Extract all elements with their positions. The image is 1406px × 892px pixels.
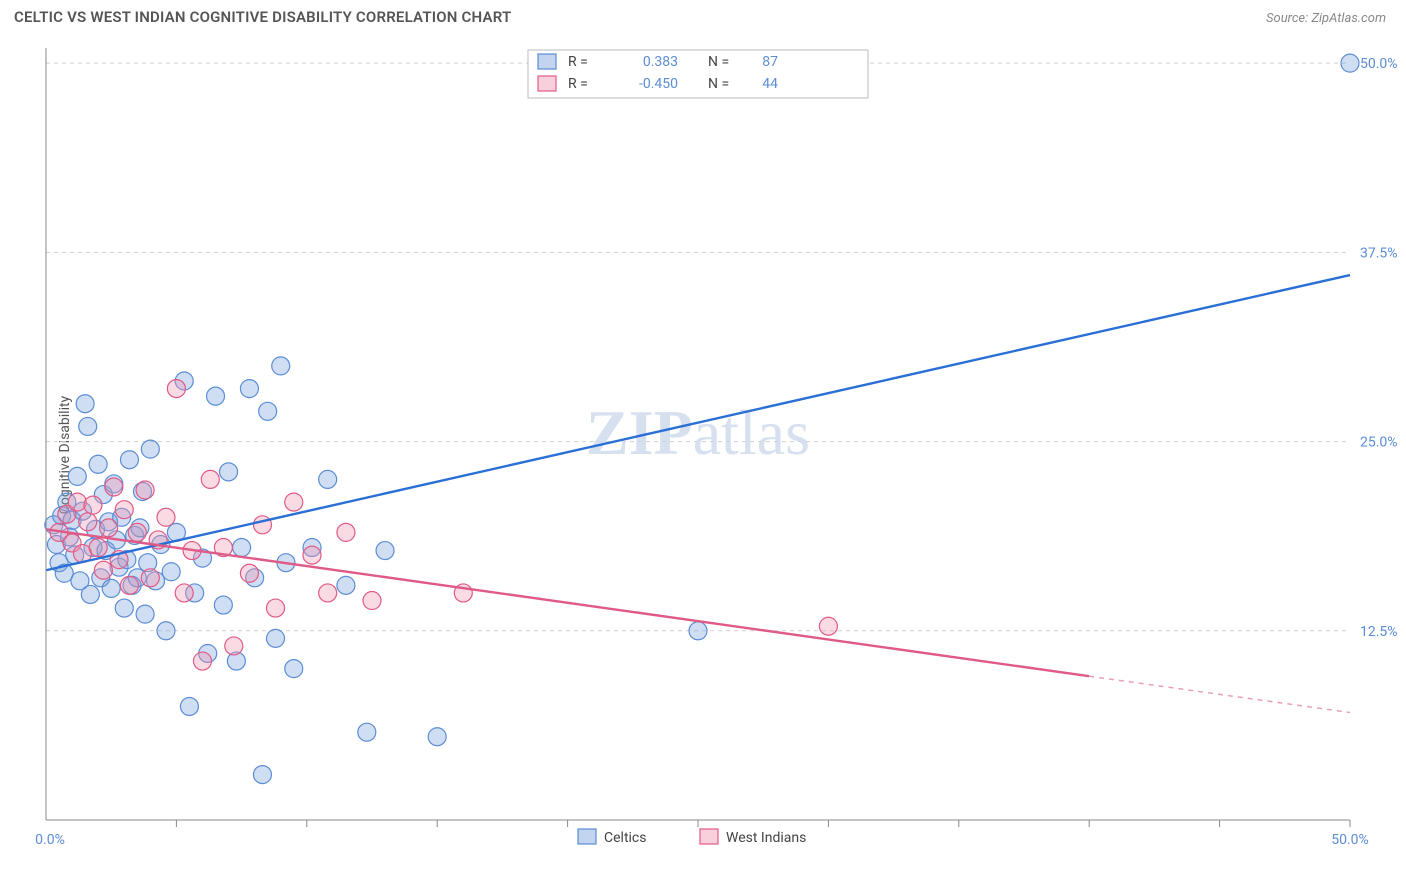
chart-area: Cognitive Disability 12.5%25.0%37.5%50.0… [0,30,1406,880]
chart-header: CELTIC VS WEST INDIAN COGNITIVE DISABILI… [0,0,1406,30]
data-point-celtics [272,357,290,375]
data-point-celtics [120,451,138,469]
source-name: ZipAtlas.com [1311,11,1386,26]
data-point-west-indians [267,599,285,617]
legend-n-label: N = [708,76,729,92]
data-point-west-indians [79,513,97,531]
data-point-celtics [253,766,271,784]
source-prefix: Source: [1266,11,1311,26]
data-point-celtics [162,563,180,581]
data-point-celtics [76,395,94,413]
data-point-west-indians [136,481,154,499]
data-point-west-indians [89,539,107,557]
data-point-celtics [214,596,232,614]
series-label: West Indians [726,830,806,846]
data-point-west-indians [240,564,258,582]
data-point-west-indians [363,592,381,610]
data-point-celtics [428,728,446,746]
data-point-celtics [233,539,251,557]
data-point-celtics [358,723,376,741]
data-point-celtics [220,463,238,481]
data-point-celtics [81,585,99,603]
data-point-celtics [89,455,107,473]
data-point-celtics [267,629,285,647]
data-point-west-indians [68,493,86,511]
y-tick-label: 50.0% [1360,56,1398,72]
legend-r-label: R = [568,54,588,70]
data-point-celtics [141,440,159,458]
x-end-label: 50.0% [1331,832,1369,848]
data-point-west-indians [175,584,193,602]
legend-r-value: -0.450 [639,76,678,92]
correlation-scatter-chart: 12.5% 25.0% 37.5% 50.0% ZIPatlas 0.0% 50.0% R =… [0,30,1406,880]
x-origin-label: 0.0% [35,832,65,848]
series-swatch [700,829,718,844]
data-point-celtics [115,599,133,617]
data-point-celtics [689,622,707,640]
legend-n-value: 87 [762,54,778,70]
watermark: ZIPatlas [586,397,810,468]
y-tick-label: 12.5% [1360,624,1398,640]
data-point-west-indians [94,561,112,579]
data-point-west-indians [115,501,133,519]
data-point-celtics [319,470,337,488]
data-point-west-indians [167,380,185,398]
data-point-celtics [1341,54,1359,72]
data-point-west-indians [105,478,123,496]
data-point-celtics [337,576,355,594]
legend-swatch [538,76,556,91]
data-point-west-indians [100,519,118,537]
data-point-west-indians [337,523,355,541]
data-point-west-indians [303,546,321,564]
chart-title: CELTIC VS WEST INDIAN COGNITIVE DISABILI… [14,8,511,26]
series-swatch [578,829,596,844]
data-point-west-indians [141,569,159,587]
data-point-celtics [102,579,120,597]
data-point-celtics [207,387,225,405]
data-point-west-indians [253,516,271,534]
data-point-west-indians [120,576,138,594]
series-label: Celtics [604,830,646,846]
data-point-celtics [157,622,175,640]
data-point-west-indians [84,496,102,514]
legend-swatch [538,54,556,69]
data-point-celtics [79,417,97,435]
legend-n-label: N = [708,54,729,70]
data-point-celtics [68,467,86,485]
data-point-celtics [136,605,154,623]
data-point-west-indians [157,508,175,526]
source-attribution: Source: ZipAtlas.com [1266,11,1386,26]
data-point-west-indians [319,584,337,602]
data-point-west-indians [201,470,219,488]
legend-r-label: R = [568,76,588,92]
data-point-west-indians [285,493,303,511]
data-point-celtics [180,697,198,715]
legend-r-value: 0.383 [643,54,678,70]
y-tick-label: 25.0% [1360,435,1398,451]
data-point-celtics [285,660,303,678]
data-point-west-indians [819,617,837,635]
trendline-west-indians-extrapolated [1089,676,1350,712]
data-point-west-indians [225,637,243,655]
legend-n-value: 44 [762,76,778,92]
data-point-celtics [376,542,394,560]
y-tick-label: 37.5% [1360,245,1398,261]
data-point-west-indians [193,652,211,670]
trendline-celtics [46,275,1350,570]
data-point-west-indians [128,523,146,541]
data-point-celtics [259,402,277,420]
data-point-celtics [240,380,258,398]
